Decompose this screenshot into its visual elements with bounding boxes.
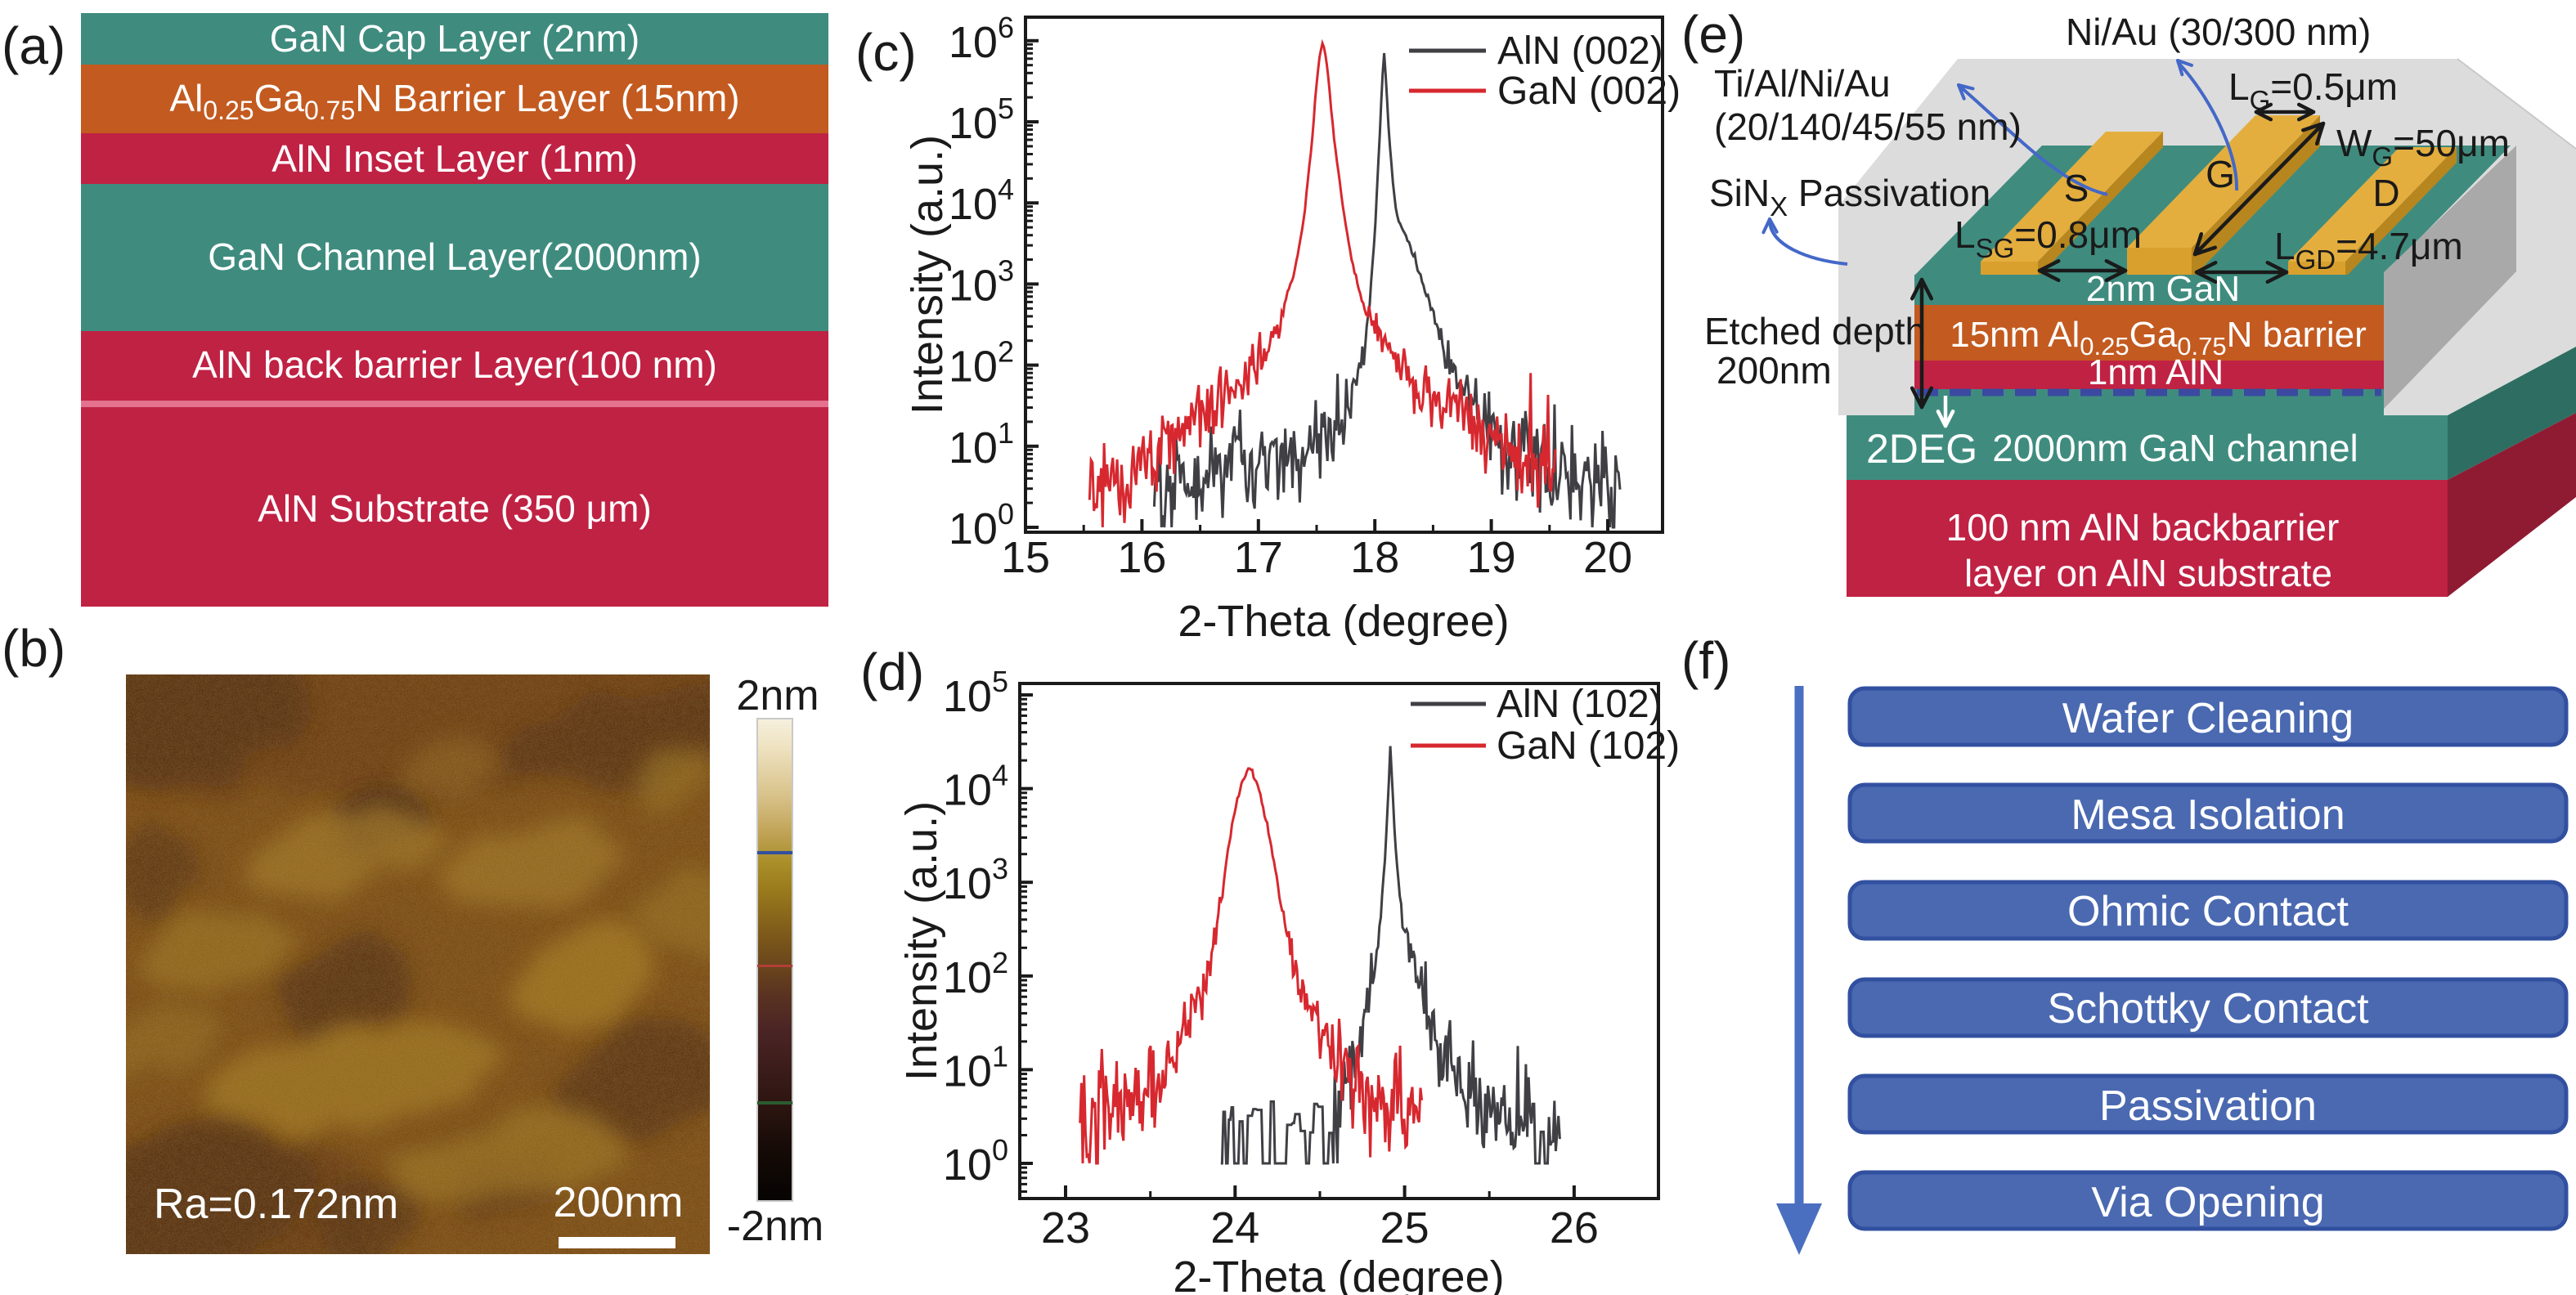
svg-text:Mesa Isolation: Mesa Isolation <box>2071 791 2345 839</box>
svg-text:WG=50μm: WG=50μm <box>2336 122 2510 172</box>
svg-text:Passivation: Passivation <box>2099 1082 2317 1130</box>
svg-text:layer on AlN substrate: layer on AlN substrate <box>1964 552 2332 594</box>
svg-text:(b): (b) <box>2 619 65 678</box>
svg-text:Al0.25Ga0.75N Barrier Layer (1: Al0.25Ga0.75N Barrier Layer (15nm) <box>169 77 739 125</box>
svg-text:Intensity (a.u.): Intensity (a.u.) <box>897 801 946 1081</box>
svg-text:24: 24 <box>1210 1203 1259 1252</box>
svg-text:2-Theta (degree): 2-Theta (degree) <box>1173 1252 1504 1295</box>
svg-text:15: 15 <box>1001 533 1050 582</box>
svg-text:GaN (102): GaN (102) <box>1497 724 1680 768</box>
svg-text:Via Opening: Via Opening <box>2091 1179 2324 1226</box>
svg-text:100 nm AlN backbarrier: 100 nm AlN backbarrier <box>1946 506 2340 549</box>
svg-text:LSG=0.8μm: LSG=0.8μm <box>1954 213 2142 263</box>
svg-text:101: 101 <box>949 416 1014 473</box>
svg-text:LG=0.5μm: LG=0.5μm <box>2228 65 2398 115</box>
svg-text:Intensity (a.u.): Intensity (a.u.) <box>903 135 952 414</box>
svg-text:Wafer Cleaning: Wafer Cleaning <box>2062 695 2354 742</box>
svg-text:2nm GaN: 2nm GaN <box>2086 269 2240 309</box>
svg-text:200nm: 200nm <box>554 1179 684 1226</box>
svg-text:19: 19 <box>1467 533 1516 582</box>
svg-text:23: 23 <box>1041 1203 1090 1252</box>
svg-text:16: 16 <box>1117 533 1166 582</box>
svg-text:GaN Cap Layer (2nm): GaN Cap Layer (2nm) <box>270 17 640 60</box>
svg-text:D: D <box>2372 172 2399 214</box>
svg-text:AlN Substrate (350 μm): AlN Substrate (350 μm) <box>258 487 652 530</box>
svg-text:17: 17 <box>1234 533 1283 582</box>
svg-text:AlN Inset Layer (1nm): AlN Inset Layer (1nm) <box>272 137 637 180</box>
svg-text:25: 25 <box>1380 1203 1429 1252</box>
svg-text:(f): (f) <box>1681 631 1730 690</box>
svg-text:SiNX Passivation: SiNX Passivation <box>1709 172 1990 222</box>
svg-text:Etched depth: Etched depth <box>1704 310 1926 352</box>
svg-text:-2nm: -2nm <box>727 1203 824 1250</box>
svg-text:26: 26 <box>1550 1203 1599 1252</box>
svg-text:AlN (102): AlN (102) <box>1497 683 1663 726</box>
svg-text:(a): (a) <box>2 16 65 75</box>
svg-text:Ohmic Contact: Ohmic Contact <box>2067 888 2349 935</box>
svg-text:102: 102 <box>949 335 1014 392</box>
svg-text:18: 18 <box>1350 533 1399 582</box>
svg-text:GaN Channel Layer(2000nm): GaN Channel Layer(2000nm) <box>208 235 701 278</box>
svg-text:G: G <box>2206 153 2235 195</box>
svg-text:103: 103 <box>949 253 1014 310</box>
svg-text:1nm AlN: 1nm AlN <box>2088 352 2224 392</box>
svg-text:AlN (002): AlN (002) <box>1497 29 1663 73</box>
svg-text:(d): (d) <box>860 643 924 701</box>
svg-text:2nm: 2nm <box>736 672 819 719</box>
svg-text:20: 20 <box>1583 533 1632 582</box>
svg-text:S: S <box>2064 167 2089 209</box>
svg-text:Ra=0.172nm: Ra=0.172nm <box>154 1181 398 1228</box>
svg-text:2000nm GaN channel: 2000nm GaN channel <box>1992 427 2358 469</box>
svg-text:2-Theta (degree): 2-Theta (degree) <box>1178 597 1509 646</box>
svg-text:200nm: 200nm <box>1717 349 1832 392</box>
svg-text:Ni/Au (30/300 nm): Ni/Au (30/300 nm) <box>2066 11 2371 53</box>
svg-text:LGD=4.7μm: LGD=4.7μm <box>2274 225 2463 275</box>
svg-text:(20/140/45/55 nm): (20/140/45/55 nm) <box>1714 105 2022 148</box>
svg-text:(c): (c) <box>855 23 917 82</box>
svg-text:GaN (002): GaN (002) <box>1497 69 1681 113</box>
svg-text:2DEG: 2DEG <box>1866 426 1977 472</box>
svg-text:102: 102 <box>943 946 1008 1002</box>
svg-text:Schottky Contact: Schottky Contact <box>2047 985 2369 1033</box>
svg-text:15nm Al0.25Ga0.75N barrier: 15nm Al0.25Ga0.75N barrier <box>1950 315 2367 361</box>
svg-text:Ti/Al/Ni/Au: Ti/Al/Ni/Au <box>1714 62 1891 105</box>
svg-text:AlN back barrier Layer(100 nm): AlN back barrier Layer(100 nm) <box>192 343 717 386</box>
svg-text:(e): (e) <box>1681 5 1745 64</box>
